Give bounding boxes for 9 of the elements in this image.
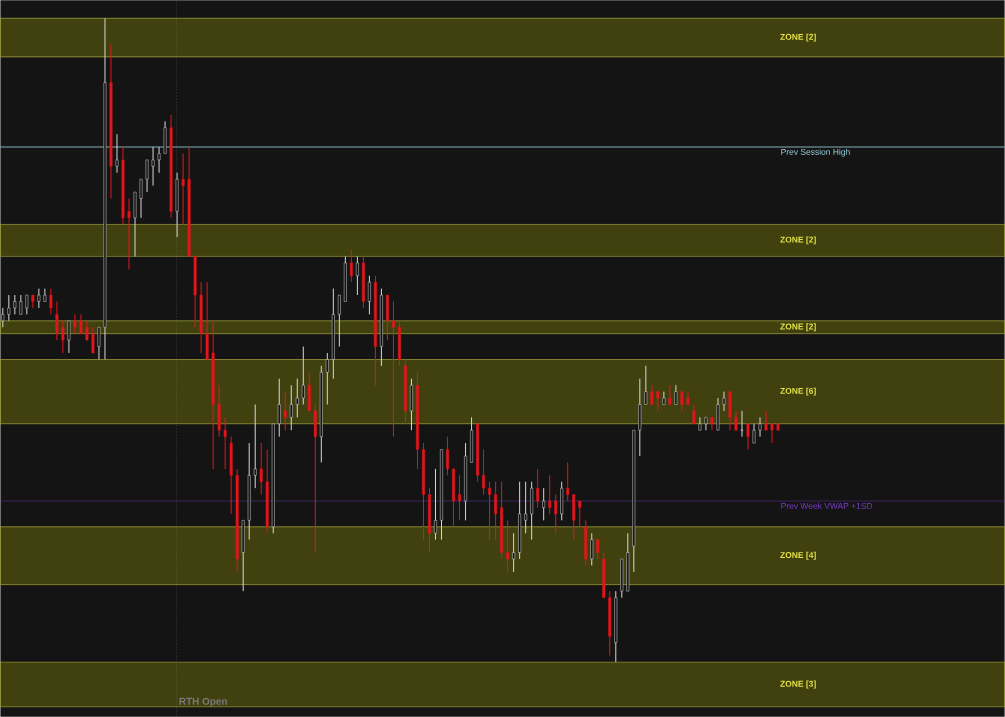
band-label: ZONE [4] (780, 551, 816, 560)
ref-line-label: Prev Session High (781, 148, 850, 157)
band-label: ZONE [6] (780, 387, 816, 396)
band-label: ZONE [2] (780, 236, 816, 245)
band-label: ZONE [2] (780, 323, 816, 332)
ref-line-label: Prev Week VWAP +1SD (781, 502, 873, 509)
band-label: ZONE [3] (780, 680, 816, 689)
band-label: ZONE [2] (780, 33, 816, 42)
text: RTH Open (179, 697, 227, 707)
